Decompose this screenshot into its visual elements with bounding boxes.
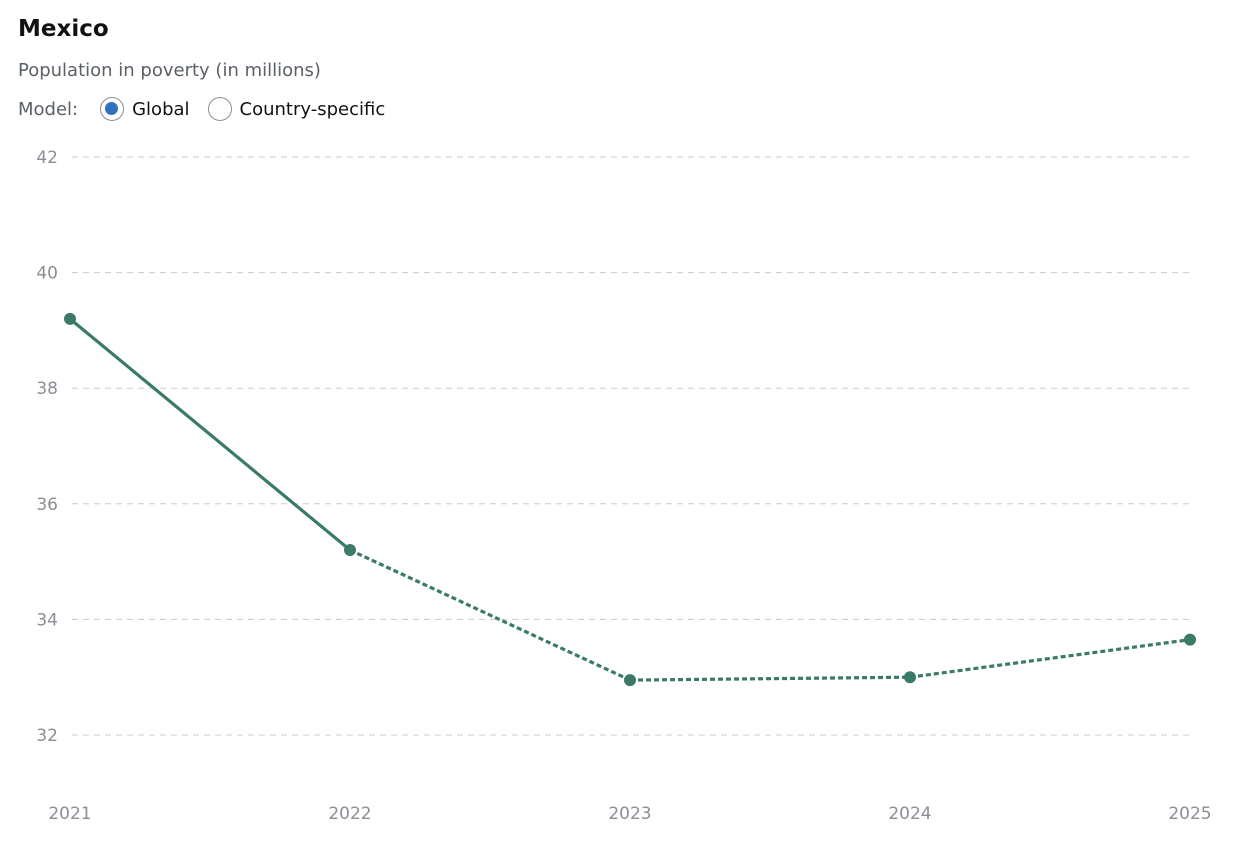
- y-tick-label-42: 42: [36, 148, 58, 168]
- chart-subtitle: Population in poverty (in millions): [18, 60, 321, 81]
- y-tick-label-32: 32: [36, 726, 58, 746]
- series-segment-2022-2023: [349, 548, 631, 682]
- y-axis-ticks: 32 34 36 38 40 42: [36, 148, 58, 746]
- y-tick-label-38: 38: [36, 379, 58, 399]
- series-points: [64, 312, 1196, 687]
- chart-title: Mexico: [18, 16, 109, 42]
- data-point-2025[interactable]: [1184, 633, 1196, 646]
- x-tick-label-2021: 2021: [48, 804, 91, 824]
- data-point-2021[interactable]: [64, 312, 76, 325]
- x-tick-label-2025: 2025: [1168, 804, 1211, 824]
- x-axis-ticks: 2021 2022 2023 2024 2025: [48, 804, 1211, 824]
- radio-global-indicator[interactable]: [100, 97, 125, 121]
- grid-layer: [72, 156, 1190, 736]
- model-selector: Model: Global Country-specific: [18, 94, 403, 124]
- series-segment-2023-2024: [629, 675, 911, 682]
- x-tick-label-2024: 2024: [888, 804, 931, 824]
- x-tick-label-2023: 2023: [608, 804, 651, 824]
- y-tick-label-40: 40: [36, 264, 58, 284]
- y-tick-label-34: 34: [36, 610, 58, 630]
- radio-country-specific-indicator[interactable]: [207, 97, 232, 121]
- x-tick-label-2022: 2022: [328, 804, 371, 824]
- series-segment-2021-2022: [68, 317, 352, 552]
- data-point-2024[interactable]: [904, 671, 916, 684]
- series-lines: [68, 317, 1191, 682]
- series-segment-2024-2025: [909, 638, 1191, 679]
- radio-global-label: Global: [132, 98, 190, 120]
- model-label: Model:: [18, 98, 79, 120]
- radio-country-specific-label: Country-specific: [239, 98, 386, 120]
- radio-option-global[interactable]: Global: [100, 97, 190, 121]
- data-point-2022[interactable]: [344, 544, 356, 557]
- y-tick-label-36: 36: [36, 495, 58, 515]
- data-point-2023[interactable]: [624, 674, 636, 687]
- radio-option-country-specific[interactable]: Country-specific: [207, 97, 386, 121]
